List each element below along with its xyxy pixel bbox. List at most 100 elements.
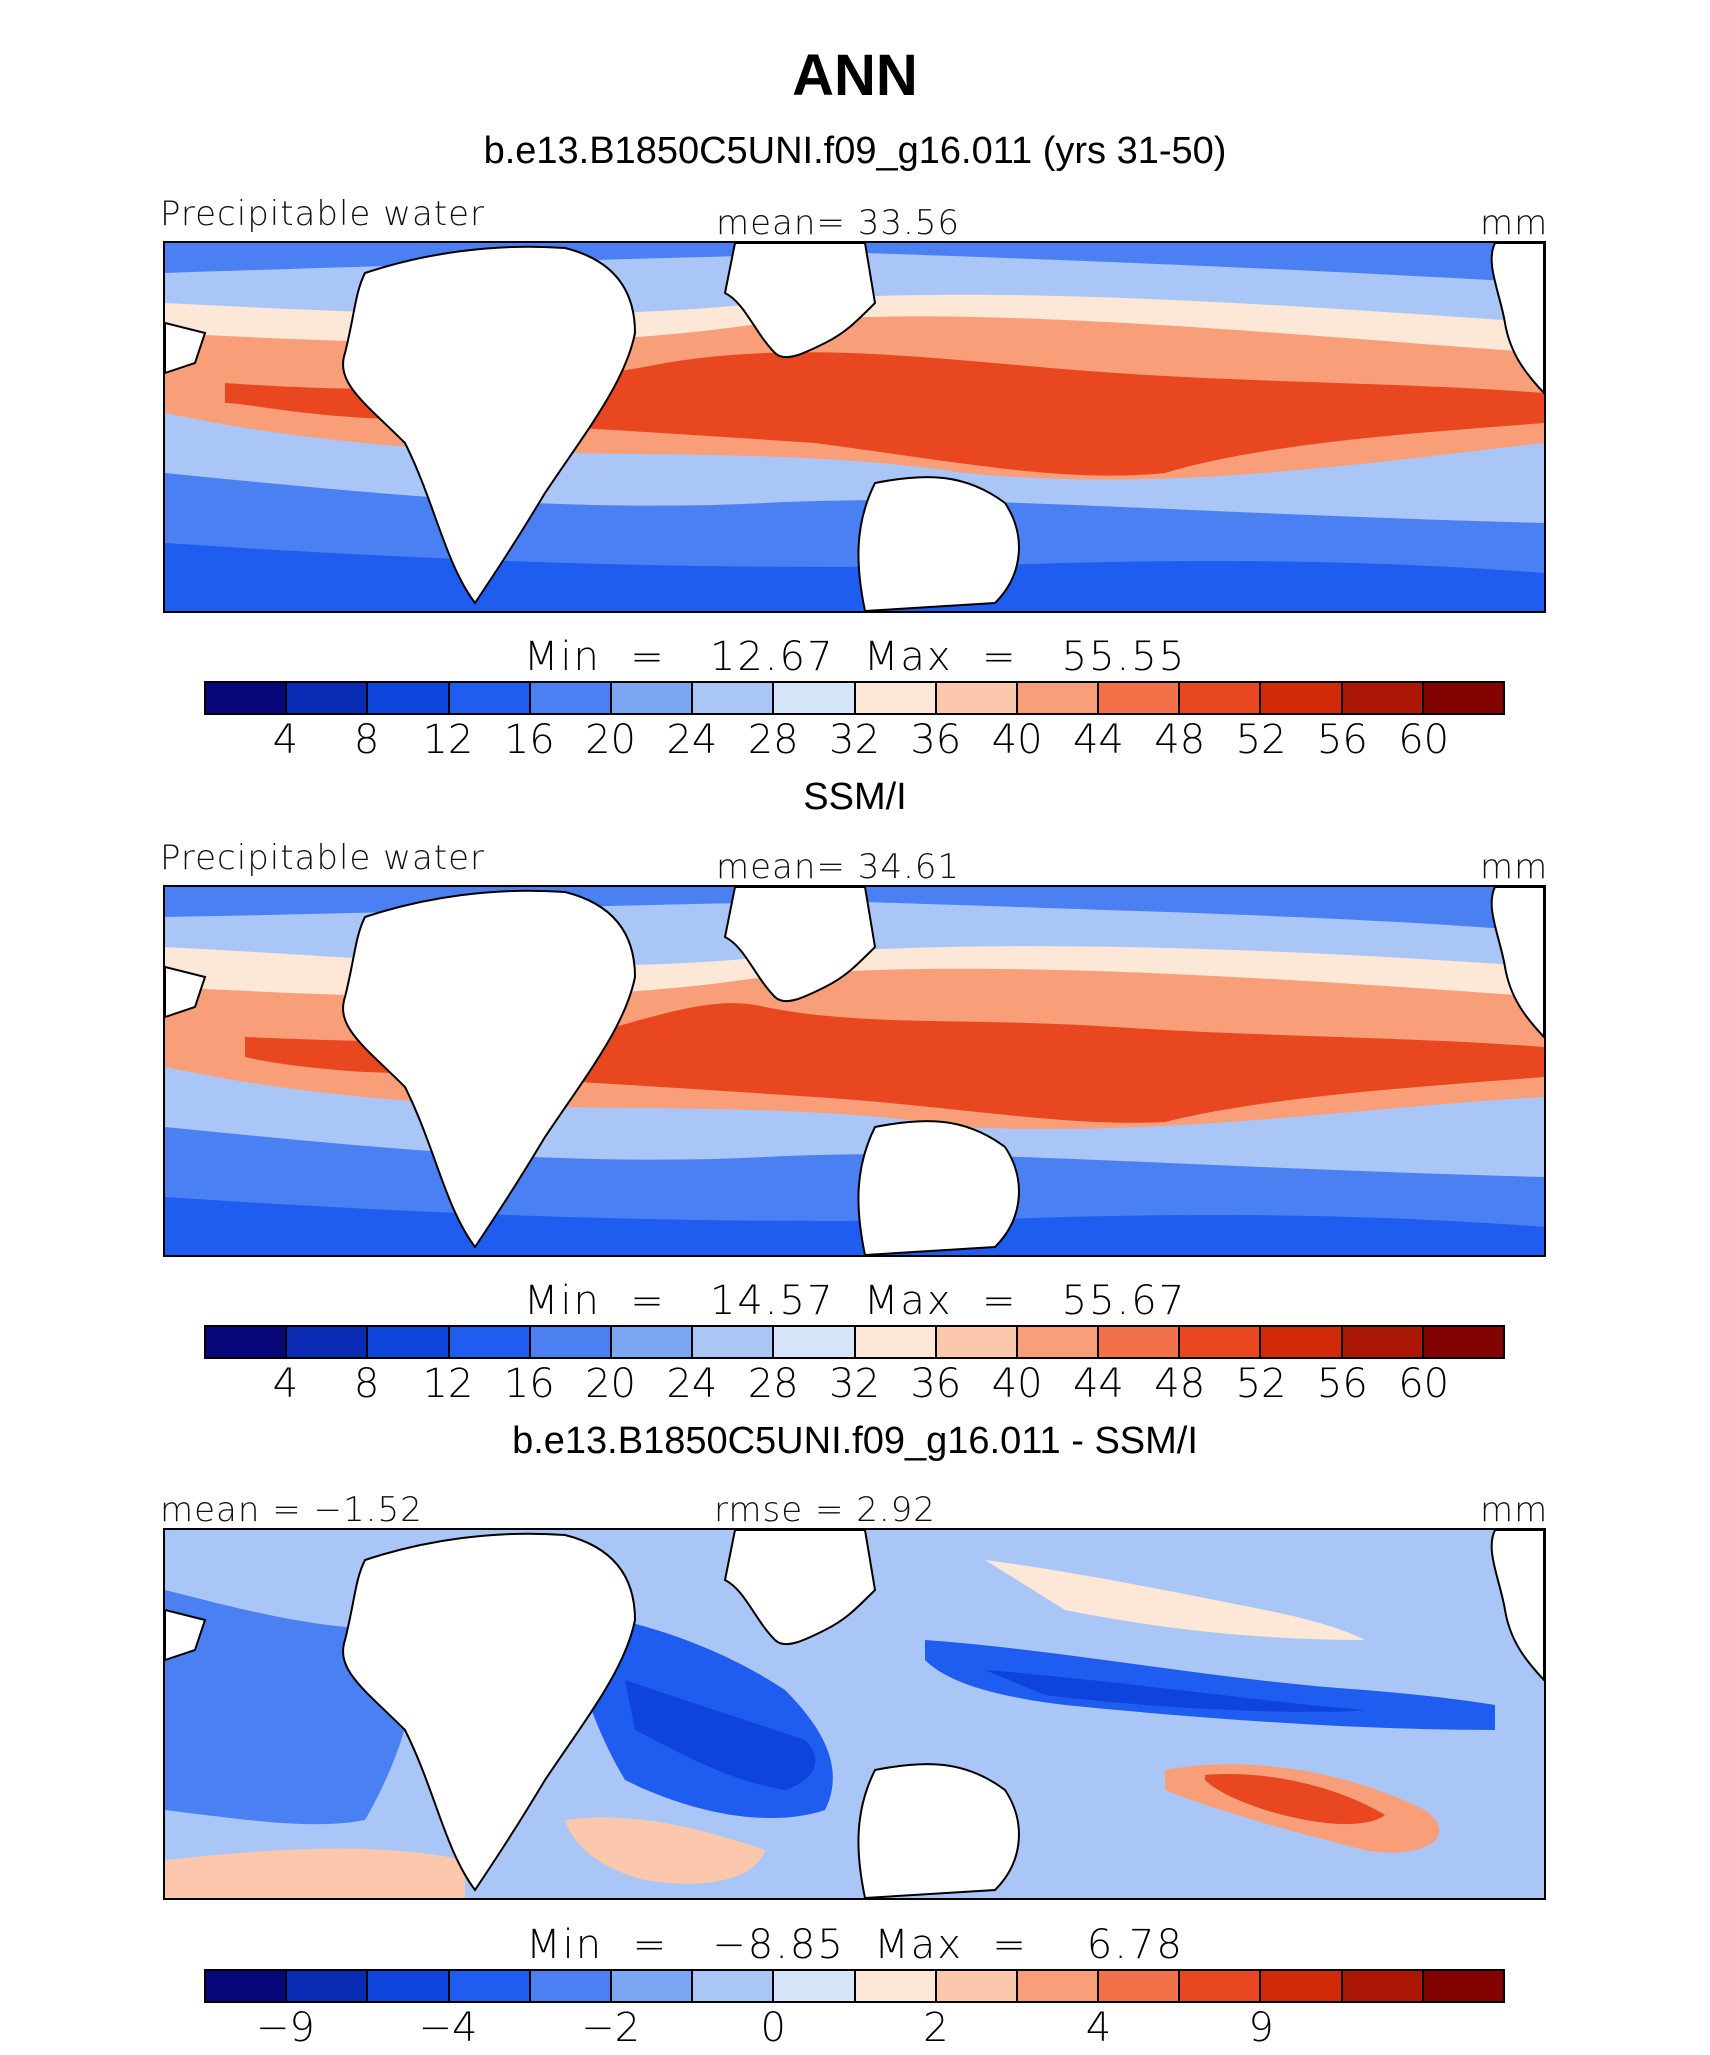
colorbar-tick-label: 32 xyxy=(829,717,880,763)
panel-3-colorbar-swatch xyxy=(206,1971,288,2001)
panel-2-colorbar-ticks: 4 8 12 16 20 24 28 32 36 40 44 48 52 56 60 xyxy=(0,1361,1710,1411)
panel-1-australia-landmask xyxy=(857,476,1020,611)
panel-1-colorbar-swatch xyxy=(206,683,288,713)
colorbar-tick-label: 0 xyxy=(760,2005,786,2051)
panel-1-variable-label: Precipitable water xyxy=(160,194,486,234)
colorbar-tick-label: 16 xyxy=(503,717,555,763)
panel-3-colorbar-swatch xyxy=(1261,1971,1343,2001)
panel-3-colorbar-swatch xyxy=(1180,1971,1262,2001)
panel-2-warm-pool xyxy=(245,1003,1544,1123)
panel-2-map-svg xyxy=(165,887,1544,1255)
panel-2-colorbar-swatch xyxy=(1017,1327,1100,1357)
panel-2-colorbar-swatch xyxy=(206,1327,288,1357)
panel-1-colorbar-swatch xyxy=(1180,683,1262,713)
panel-1-colorbar-swatch xyxy=(611,683,694,713)
panel-1-asia-landmask xyxy=(723,243,877,359)
colorbar-tick-label: 24 xyxy=(666,1361,718,1407)
panel-1-units-label: mm xyxy=(1480,203,1549,243)
panel-2-colorbar-swatch xyxy=(1099,1327,1181,1357)
panel-3-colorbar-swatch xyxy=(693,1971,775,2001)
panel-2-title: SSM/I xyxy=(803,776,907,818)
panel-2-colorbar-swatch xyxy=(611,1327,694,1357)
colorbar-tick-label: 44 xyxy=(1072,717,1124,763)
panel-2-colorbar-swatch xyxy=(1342,1327,1424,1357)
panel-3-spcz-core xyxy=(1205,1774,1385,1825)
colorbar-tick-label: 20 xyxy=(585,717,637,763)
panel-2-colorbar-swatch xyxy=(693,1327,775,1357)
colorbar-tick-label: 52 xyxy=(1235,1361,1287,1407)
panel-3-south-indian-wet xyxy=(565,1817,765,1884)
panel-3-south-atlantic-wet xyxy=(165,1848,465,1898)
colorbar-tick-label: 8 xyxy=(353,1361,380,1407)
colorbar-tick-label: 44 xyxy=(1072,1361,1124,1407)
colorbar-tick-label: 8 xyxy=(353,717,380,763)
colorbar-tick-label: 60 xyxy=(1398,1361,1450,1407)
colorbar-tick-label: −4 xyxy=(418,2005,478,2051)
panel-2-units-label: mm xyxy=(1480,847,1549,887)
panel-3-indian-core xyxy=(625,1680,816,1790)
panel-2-asia-landmask xyxy=(723,887,877,1003)
colorbar-tick-label: 36 xyxy=(910,717,962,763)
panel-2-map xyxy=(163,885,1546,1257)
colorbar-tick-label: 52 xyxy=(1235,717,1287,763)
panel-3-colorbar-swatch xyxy=(855,1971,937,2001)
colorbar-tick-label: 40 xyxy=(991,1361,1043,1407)
panel-1-colorbar-swatch xyxy=(1017,683,1100,713)
panel-1-colorbar-swatch xyxy=(449,683,531,713)
panel-1-colorbar-swatch xyxy=(1423,683,1503,713)
panel-3-colorbar-swatch xyxy=(449,1971,531,2001)
panel-3-colorbar-swatch xyxy=(611,1971,694,2001)
panel-1-colorbar-swatch xyxy=(855,683,937,713)
panel-3-map-svg xyxy=(165,1530,1544,1898)
colorbar-tick-label: 4 xyxy=(272,1361,299,1407)
panel-3-pacific-core xyxy=(985,1670,1365,1712)
panel-3-americas-landmask xyxy=(1490,1530,1544,1682)
panel-1-colorbar-swatch xyxy=(774,683,856,713)
panel-1-colorbar-swatch xyxy=(1342,683,1424,713)
panel-2-south-america-landmask xyxy=(165,965,207,1019)
panel-1-title: b.e13.B1850C5UNI.f09_g16.011 (yrs 31-50) xyxy=(483,130,1227,172)
panel-1-southern-ocean xyxy=(165,543,1544,611)
panel-1-americas-landmask xyxy=(1490,243,1544,395)
colorbar-tick-label: 12 xyxy=(422,1361,474,1407)
colorbar-tick-label: 24 xyxy=(666,717,718,763)
panel-3-colorbar-swatch xyxy=(368,1971,450,2001)
figure-title: ANN xyxy=(792,43,918,108)
panel-3-colorbar-swatch xyxy=(1099,1971,1181,2001)
colorbar-tick-label: 2 xyxy=(923,2005,949,2051)
panel-1-colorbar-swatch xyxy=(287,683,369,713)
panel-3-africa-landmask xyxy=(342,1532,637,1892)
panel-3-colorbar-swatch xyxy=(1017,1971,1100,2001)
colorbar-tick-label: 56 xyxy=(1316,717,1368,763)
panel-3-south-america-landmask xyxy=(165,1608,207,1662)
panel-2-minmax: Min = 14.57 Max = 55.67 xyxy=(523,1278,1187,1324)
panel-1-colorbar-ticks: 4 8 12 16 20 24 28 32 36 40 44 48 52 56 60 xyxy=(0,717,1710,767)
panel-2-colorbar-swatch xyxy=(1180,1327,1262,1357)
panel-3-colorbar-swatch xyxy=(936,1971,1018,2001)
panel-3-colorbar-swatch xyxy=(1342,1971,1424,2001)
panel-1-mean-label: mean= 33.56 xyxy=(716,203,961,243)
colorbar-tick-label: 60 xyxy=(1398,717,1450,763)
panel-2-colorbar-swatch xyxy=(855,1327,937,1357)
panel-2-africa-landmask xyxy=(342,889,637,1249)
colorbar-tick-label: −2 xyxy=(581,2005,641,2051)
panel-1-colorbar xyxy=(204,681,1505,715)
colorbar-tick-label: 4 xyxy=(1085,2005,1112,2051)
colorbar-tick-label: 40 xyxy=(991,717,1043,763)
colorbar-tick-label: 32 xyxy=(829,1361,880,1407)
panel-2-americas-landmask xyxy=(1490,887,1544,1039)
panel-1-africa-landmask xyxy=(342,245,637,605)
panel-2-colorbar-swatch xyxy=(1261,1327,1343,1357)
panel-1-colorbar-swatch xyxy=(693,683,775,713)
panel-1-map-svg xyxy=(165,243,1544,611)
colorbar-tick-label: 48 xyxy=(1154,717,1206,763)
colorbar-tick-label: 4 xyxy=(272,717,299,763)
panel-1-colorbar-swatch xyxy=(936,683,1018,713)
panel-3-pacific-dry xyxy=(925,1640,1495,1730)
colorbar-tick-label: 20 xyxy=(585,1361,637,1407)
colorbar-tick-label: 16 xyxy=(503,1361,555,1407)
panel-3-map xyxy=(163,1528,1546,1900)
panel-2-colorbar-swatch xyxy=(936,1327,1018,1357)
panel-2-colorbar-swatch xyxy=(774,1327,856,1357)
panel-3-colorbar-swatch xyxy=(287,1971,369,2001)
